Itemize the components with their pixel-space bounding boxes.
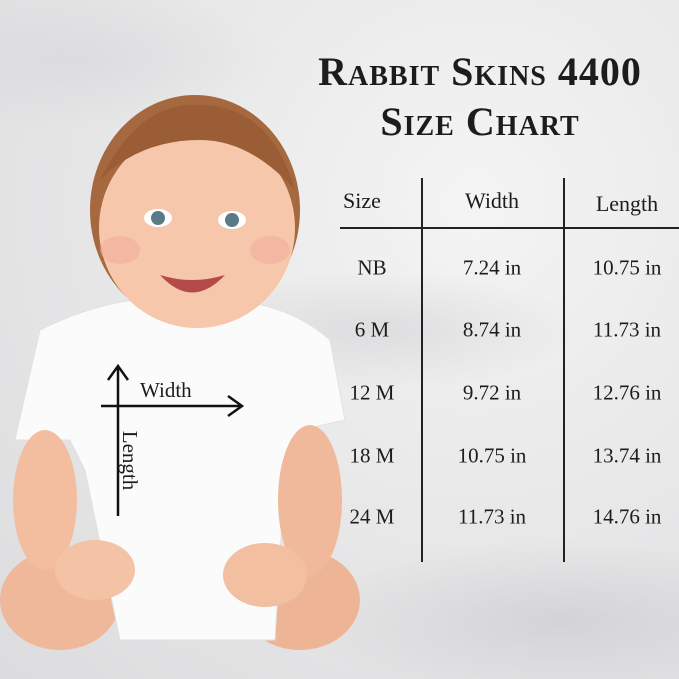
table-cell: 9.72 in bbox=[462, 380, 522, 405]
column-divider bbox=[563, 178, 565, 562]
table-cell: 10.75 in bbox=[592, 255, 662, 280]
chart-title: Rabbit Skins 4400 bbox=[318, 49, 642, 94]
length-label: Length bbox=[118, 430, 143, 491]
table-cell: 24 M bbox=[349, 504, 395, 529]
table-cell: 14.76 in bbox=[592, 504, 662, 529]
width-label: Width bbox=[140, 378, 192, 402]
column-header: Length bbox=[595, 191, 659, 216]
table-cell: 12 M bbox=[349, 380, 395, 405]
measurement-arrows bbox=[101, 363, 245, 516]
column-header: Width bbox=[464, 188, 520, 213]
table-cell: NB bbox=[357, 255, 387, 280]
table-cell: 7.24 in bbox=[462, 255, 522, 280]
baby-photo bbox=[0, 95, 360, 650]
table-cell: 6 M bbox=[354, 317, 390, 342]
column-divider bbox=[421, 178, 423, 562]
table-cell: 13.74 in bbox=[592, 443, 662, 468]
column-header: Size bbox=[343, 188, 381, 213]
chart-subtitle: Size Chart bbox=[380, 99, 580, 144]
table-cell: 11.73 in bbox=[457, 504, 527, 529]
table-cell: 11.73 in bbox=[592, 317, 662, 342]
table-cell: 10.75 in bbox=[457, 443, 527, 468]
table-cell: 8.74 in bbox=[462, 317, 522, 342]
table-cell: 12.76 in bbox=[592, 380, 662, 405]
table-cell: 18 M bbox=[349, 443, 395, 468]
header-divider bbox=[340, 227, 679, 229]
